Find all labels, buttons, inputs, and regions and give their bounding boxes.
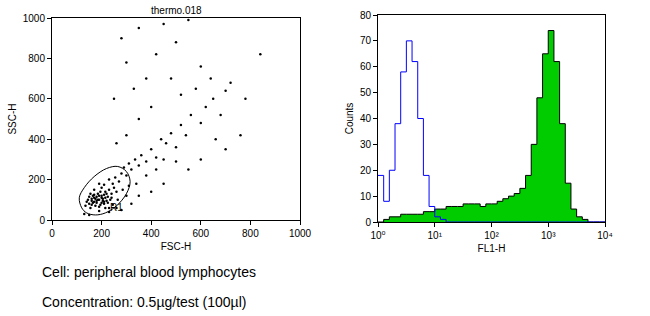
svg-text:800: 800 bbox=[242, 228, 259, 239]
svg-text:40: 40 bbox=[360, 113, 372, 124]
svg-text:10: 10 bbox=[360, 191, 372, 202]
svg-text:1000: 1000 bbox=[23, 13, 46, 24]
svg-text:0: 0 bbox=[365, 217, 371, 228]
svg-text:400: 400 bbox=[143, 228, 160, 239]
svg-text:30: 30 bbox=[360, 139, 372, 150]
svg-text:600: 600 bbox=[192, 228, 209, 239]
svg-text:0: 0 bbox=[39, 215, 45, 226]
svg-text:10⁴: 10⁴ bbox=[597, 230, 612, 241]
svg-text:600: 600 bbox=[28, 93, 45, 104]
svg-text:Counts: Counts bbox=[344, 103, 355, 135]
svg-text:Concentration: 0.5µg/test (100: Concentration: 0.5µg/test (100µl) bbox=[42, 294, 246, 310]
svg-text:60: 60 bbox=[360, 61, 372, 72]
svg-text:R1: R1 bbox=[110, 202, 123, 213]
svg-text:20: 20 bbox=[360, 165, 372, 176]
svg-text:thermo.018: thermo.018 bbox=[151, 5, 202, 16]
svg-text:FSC-H: FSC-H bbox=[161, 241, 192, 252]
svg-text:400: 400 bbox=[28, 134, 45, 145]
svg-text:FL1-H: FL1-H bbox=[478, 243, 506, 254]
svg-text:1000: 1000 bbox=[289, 228, 312, 239]
svg-text:10⁰: 10⁰ bbox=[370, 230, 385, 241]
svg-text:10²: 10² bbox=[484, 230, 499, 241]
svg-text:50: 50 bbox=[360, 87, 372, 98]
svg-text:Cell: peripheral blood lymphoc: Cell: peripheral blood lymphocytes bbox=[42, 264, 256, 280]
svg-text:800: 800 bbox=[28, 53, 45, 64]
svg-text:80: 80 bbox=[360, 10, 372, 21]
svg-text:200: 200 bbox=[28, 174, 45, 185]
svg-text:10¹: 10¹ bbox=[428, 230, 443, 241]
svg-text:200: 200 bbox=[93, 228, 110, 239]
svg-text:70: 70 bbox=[360, 35, 372, 46]
svg-text:SSC-H: SSC-H bbox=[7, 103, 18, 134]
svg-text:0: 0 bbox=[49, 228, 55, 239]
svg-text:10³: 10³ bbox=[541, 230, 556, 241]
